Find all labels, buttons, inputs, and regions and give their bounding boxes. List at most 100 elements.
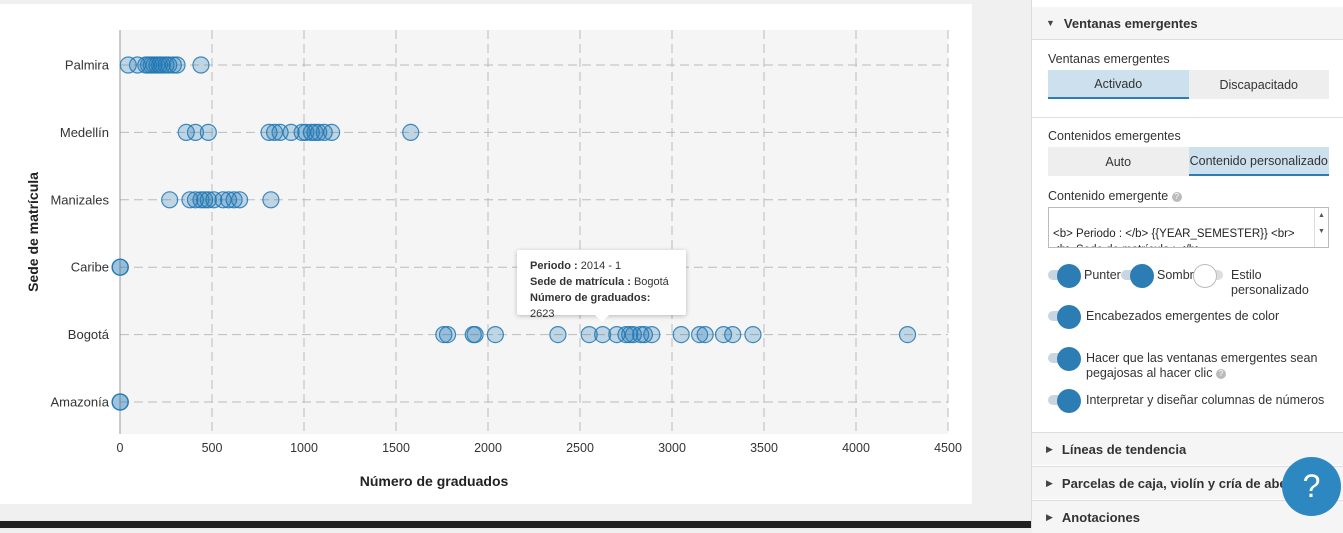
x-tick-label: 4000 [842,441,870,455]
toggle-sticky-label-wrap: Hacer que las ventanas emergentes sean p… [1086,351,1322,381]
toggle-shadow-label: Sombr [1157,268,1194,282]
caret-right-icon: ▶ [1046,443,1053,454]
help-button[interactable]: ? [1282,457,1341,516]
x-tick-label: 1000 [290,441,318,455]
data-point [898,326,917,344]
tooltip-value-period: 2014 - 1 [580,260,622,272]
toggle-shadow-row: Sombr [1121,264,1194,288]
data-point [161,191,179,209]
bottom-strip [0,521,1031,528]
popup-content-textarea[interactable]: <b> Periodo : </b> {{YEAR_SEMESTER}} <br… [1048,207,1329,248]
data-point [315,123,333,141]
caret-right-icon: ▶ [1046,477,1053,488]
contents-option-auto[interactable]: Auto [1105,154,1132,169]
toggle-sticky-row: Hacer que las ventanas emergentes sean p… [1048,347,1322,381]
data-point [435,326,453,344]
y-tick-label: Medellín [60,125,109,140]
toggle-parse-numbers[interactable] [1048,389,1081,413]
tooltip-label-campus: Sede de matrícula : [530,276,631,288]
scatter-chart: 0 500 1000 1500 2000 2500 3000 3500 4000 4500 Palm… [25,30,962,489]
data-point [205,191,223,209]
data-point [672,326,690,344]
data-point [486,326,504,344]
toggle-custom-style-row: Estilo personalizado [1193,264,1321,298]
popups-option-on[interactable]: Activado [1048,70,1189,99]
help-icon[interactable]: ? [1215,368,1226,379]
popups-label: Ventanas emergentes [1048,52,1170,66]
data-point [402,123,420,141]
y-axis-title: Sede de matrícula [25,172,41,292]
data-point [594,326,612,344]
y-tick-label: Palmira [65,58,110,73]
toggle-pointer[interactable] [1048,264,1081,288]
data-point [164,56,182,74]
section-title: Ventanas emergentes [1063,15,1198,31]
plot-area [120,30,948,434]
data-point [186,123,205,141]
data-point [724,326,742,344]
toggle-colored-headers-row: Encabezados emergentes de color [1048,305,1280,329]
divider [1032,117,1343,118]
caret-right-icon: ▶ [1046,511,1053,522]
data-point [262,191,280,209]
data-point [192,191,210,209]
data-point [111,258,129,276]
toggle-colored-headers[interactable] [1048,305,1081,329]
contents-toggle-group: Auto Contenido personalizado [1048,147,1329,176]
data-point [323,123,341,141]
data-point [744,326,762,344]
y-tick-label: Amazonía [50,395,109,410]
toggle-pointer-row: Punter [1048,264,1121,288]
data-point [168,56,186,74]
data-point [549,326,567,344]
data-point [186,191,205,209]
contents-label: Contenidos emergentes [1048,129,1181,143]
toggle-parse-numbers-row: Interpretar y diseñar columnas de número… [1048,389,1325,413]
textarea-scrollbar[interactable]: ▲ ▼ [1314,208,1328,247]
section-annotations-title: Anotaciones [1061,509,1140,525]
data-point [297,123,315,141]
data-point [438,326,457,344]
popups-option-off[interactable]: Discapacitado [1219,77,1298,92]
tooltip-label-graduates: Número de graduados: [530,292,651,304]
toggle-custom-style-label: Estilo personalizado [1231,268,1309,297]
chart-card: 0 500 1000 1500 2000 2500 3000 3500 4000 4500 Palm… [0,4,972,504]
toggle-pointer-label: Punter [1084,268,1121,282]
data-point [199,191,217,209]
x-tick-label: 4500 [934,441,962,455]
section-header-popups[interactable]: ▼ Ventanas emergentes [1032,7,1343,40]
data-point [696,326,714,344]
y-tick-label: Manizales [50,192,109,207]
x-tick-label: 3000 [658,441,686,455]
data-point [196,191,214,209]
data-point [714,326,733,344]
data-point [635,326,654,344]
popup-content-label-row: Contenido emergente ? [1048,189,1182,203]
toggle-colored-headers-label: Encabezados emergentes de color [1086,309,1280,323]
data-point [302,123,320,141]
caret-down-icon: ▼ [1046,18,1055,28]
data-point [231,191,249,209]
data-point [225,191,243,209]
section-trendlines[interactable]: ▶ Líneas de tendencia [1032,432,1343,465]
popup-content-text: <b> Periodo : </b> {{YEAR_SEMESTER}} <br… [1053,228,1295,247]
data-point [199,123,217,141]
toggle-sticky[interactable] [1048,347,1081,371]
x-tick-label: 0 [117,441,124,455]
data-point [192,56,210,74]
toggle-parse-numbers-label: Interpretar y diseñar columnas de número… [1086,393,1325,407]
section-trendlines-title: Líneas de tendencia [1061,441,1187,457]
tooltip-label-period: Periodo : [530,260,578,272]
toggle-custom-style[interactable] [1193,264,1225,288]
section-box-plots-title: Parcelas de caja, violín y cría de abeja… [1061,475,1305,491]
help-icon[interactable]: ? [1171,191,1182,202]
toggle-shadow[interactable] [1121,264,1154,288]
contents-option-custom[interactable]: Contenido personalizado [1188,147,1329,176]
data-point [466,326,484,344]
toggle-sticky-label: Hacer que las ventanas emergentes sean p… [1086,351,1318,380]
x-tick-label: 2000 [474,441,502,455]
x-tick-label: 1500 [382,441,410,455]
popups-toggle-group: Activado Discapacitado [1048,70,1329,99]
y-tick-label: Bogotá [68,327,110,342]
x-axis-title: Número de graduados [360,473,509,489]
